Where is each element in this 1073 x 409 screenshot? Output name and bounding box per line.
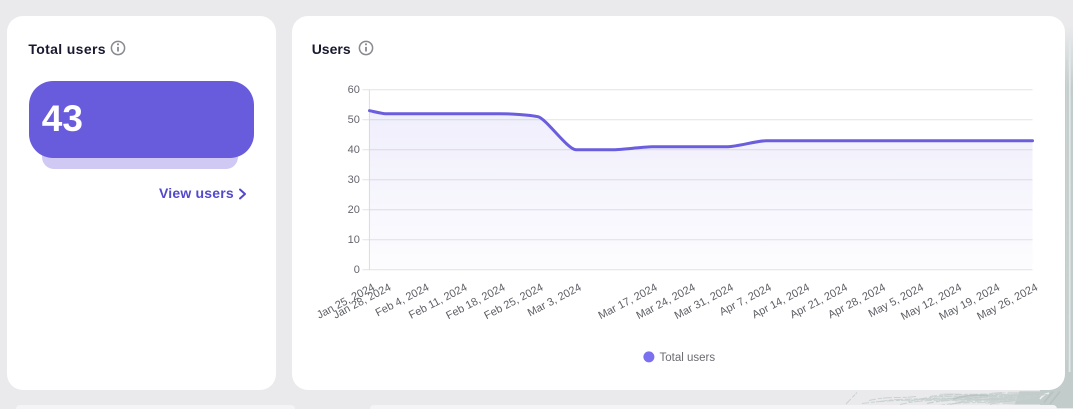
svg-text:10: 10 <box>348 234 360 246</box>
svg-text:20: 20 <box>348 204 360 216</box>
svg-text:30: 30 <box>348 174 360 186</box>
svg-text:Total users: Total users <box>659 351 715 363</box>
svg-text:0: 0 <box>354 264 360 276</box>
svg-text:40: 40 <box>348 144 360 156</box>
svg-text:60: 60 <box>348 84 360 96</box>
svg-text:50: 50 <box>348 114 360 126</box>
